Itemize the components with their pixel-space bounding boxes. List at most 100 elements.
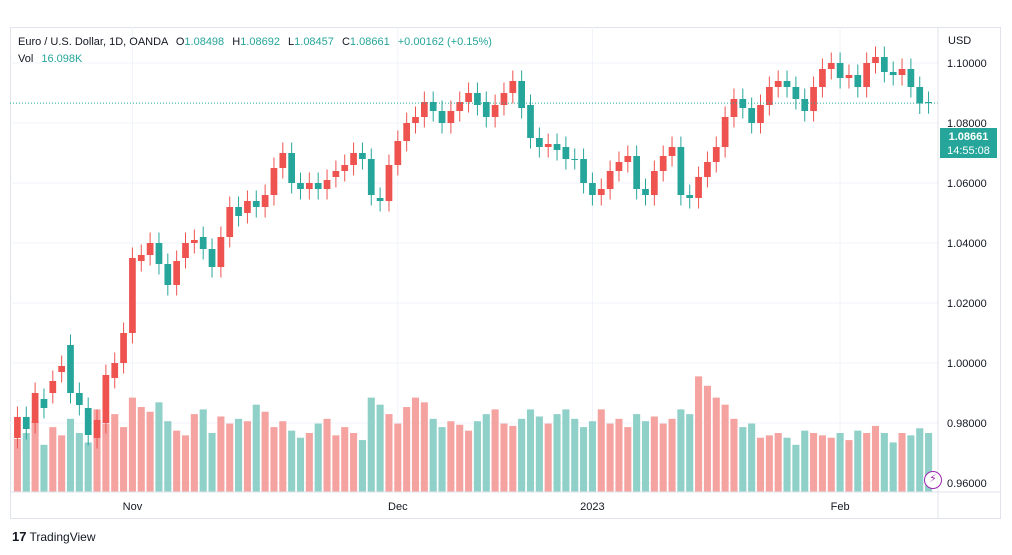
volume-bar [288, 430, 296, 492]
volume-bar [818, 435, 826, 492]
candle-body [447, 111, 455, 123]
low-value: 1.08457 [294, 36, 334, 48]
volume-bar [13, 438, 21, 492]
volume-bar [261, 411, 269, 492]
volume-bar [765, 435, 773, 492]
candle-body [403, 123, 411, 141]
volume-bar [296, 437, 305, 492]
volume-bar [588, 421, 596, 492]
high-value: 1.08692 [240, 36, 280, 48]
volume-bar [854, 430, 862, 492]
candle-body [14, 417, 21, 438]
x-tick-label: Nov [123, 501, 143, 513]
candle-body [182, 243, 189, 258]
candle-body [712, 147, 720, 162]
volume-bar [925, 433, 933, 492]
volume-bar [128, 397, 136, 492]
candle-body [367, 159, 375, 195]
candle-body [916, 87, 924, 104]
volume-bar [880, 433, 888, 492]
volume-bar [323, 418, 331, 492]
close-label: C [341, 36, 350, 48]
volume-bar [199, 409, 207, 492]
volume-value: 16.098K [41, 53, 83, 65]
open-label: O [175, 36, 185, 48]
volume-bar [518, 418, 526, 492]
volume-bar [659, 423, 667, 492]
candle-body [350, 153, 357, 165]
volume-legend: Vol 16.098K [18, 53, 82, 65]
volume-bar [544, 423, 552, 492]
candle-body [111, 363, 119, 378]
candle-body [22, 417, 30, 429]
volume-bar [411, 397, 420, 492]
high-label: H [232, 36, 241, 48]
candle-body [792, 87, 800, 99]
candle-body [615, 162, 623, 171]
price-chart[interactable]: 1.10000 1.08000 1.06000 1.04000 1.02000 1.000… [10, 27, 1001, 519]
candle-body [341, 165, 349, 171]
volume-bar [367, 397, 375, 492]
currency-label[interactable]: USD [948, 35, 972, 47]
y-tick-label: 0.98000 [947, 418, 987, 430]
candle-body [190, 240, 198, 243]
candle-body [155, 243, 163, 264]
volume-label[interactable]: Vol [18, 53, 34, 65]
lightning-icon[interactable]: ⚡ [924, 471, 942, 489]
candle-body [845, 75, 853, 78]
candle-body [695, 177, 702, 198]
candle-body [757, 105, 764, 123]
symbol-label[interactable]: Euro / U.S. Dollar, 1D, OANDA [18, 36, 168, 48]
volume-bar [606, 423, 614, 492]
candle-body [491, 105, 499, 117]
candle-body [765, 87, 773, 105]
candle-body [624, 156, 632, 162]
tradingview-branding[interactable]: 17 TradingView [12, 529, 96, 544]
candle-body [208, 249, 216, 267]
last-price-value: 1.08661 [948, 131, 989, 143]
candle-body [889, 72, 897, 75]
volume-bar [509, 425, 517, 492]
candle-body [748, 108, 756, 123]
volume-bar [473, 421, 481, 492]
volume-bar [403, 407, 411, 492]
candle-body [783, 81, 791, 87]
volume-bar [181, 435, 190, 492]
volume-bar [668, 418, 676, 492]
candle-body [827, 63, 835, 69]
volume-bar [305, 433, 313, 492]
volume-bar [562, 409, 570, 492]
candle-body [359, 153, 366, 159]
y-tick-label: 0.96000 [947, 478, 987, 490]
brand-name: TradingView [29, 530, 96, 544]
candle-body [898, 69, 906, 75]
candle-body [907, 69, 915, 87]
candle-body [164, 264, 172, 285]
y-tick-label: 1.08000 [947, 118, 987, 130]
volume-bar [146, 411, 154, 492]
time-axis[interactable]: NovDec2023FebMarAprMay [123, 501, 1001, 513]
candle-body [562, 147, 570, 159]
candle-body [925, 102, 932, 104]
volume-bar [863, 433, 871, 492]
candle-body [819, 69, 826, 87]
volume-bars [13, 376, 933, 492]
candle-body [146, 243, 154, 255]
volume-bar [111, 414, 119, 492]
candle-body [854, 75, 862, 87]
volume-bar [102, 423, 110, 492]
price-axis[interactable]: 1.10000 1.08000 1.06000 1.04000 1.02000 1.000… [947, 58, 987, 490]
candle-body [730, 99, 738, 117]
volume-bar [615, 418, 623, 492]
candle-body [580, 159, 587, 183]
close-value: 1.08661 [349, 36, 390, 48]
candle-body [642, 189, 649, 195]
candle-body [173, 261, 181, 285]
volume-bar [641, 421, 650, 492]
candle-body [420, 102, 428, 117]
candle-body [836, 63, 844, 78]
volume-bar [447, 421, 455, 492]
candle-body [801, 99, 809, 111]
volume-bar [120, 427, 128, 492]
candle-body [58, 366, 66, 372]
